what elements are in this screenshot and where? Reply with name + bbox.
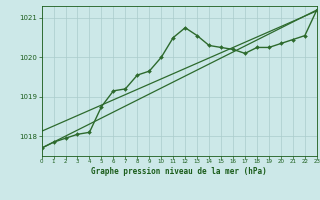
X-axis label: Graphe pression niveau de la mer (hPa): Graphe pression niveau de la mer (hPa): [91, 167, 267, 176]
